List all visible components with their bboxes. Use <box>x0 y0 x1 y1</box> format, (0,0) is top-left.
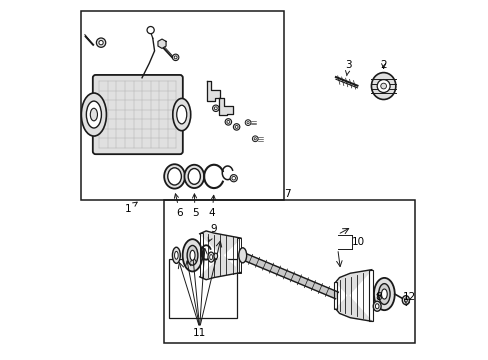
Ellipse shape <box>187 246 198 265</box>
Bar <box>81 12 284 200</box>
Polygon shape <box>158 39 166 48</box>
Text: 6: 6 <box>174 194 183 218</box>
Polygon shape <box>199 231 241 280</box>
Circle shape <box>231 176 235 180</box>
Polygon shape <box>239 252 338 299</box>
Text: 4: 4 <box>208 195 215 218</box>
Text: 7: 7 <box>284 189 290 199</box>
Ellipse shape <box>372 301 380 311</box>
Circle shape <box>254 138 256 140</box>
Bar <box>333 282 337 309</box>
Ellipse shape <box>176 105 186 124</box>
Bar <box>199 233 203 277</box>
Circle shape <box>246 122 249 124</box>
Ellipse shape <box>86 101 101 128</box>
Ellipse shape <box>207 252 214 262</box>
Ellipse shape <box>167 168 181 185</box>
Text: 5: 5 <box>191 194 198 218</box>
Text: 1: 1 <box>124 202 137 214</box>
Text: 12: 12 <box>402 292 415 306</box>
Ellipse shape <box>209 255 212 260</box>
Circle shape <box>212 105 219 112</box>
Circle shape <box>224 119 231 125</box>
Ellipse shape <box>182 239 202 271</box>
Ellipse shape <box>381 289 386 299</box>
Ellipse shape <box>81 93 106 136</box>
Text: 10: 10 <box>351 237 365 247</box>
Polygon shape <box>206 81 220 101</box>
FancyBboxPatch shape <box>93 75 183 154</box>
Ellipse shape <box>90 108 97 121</box>
Bar <box>169 259 237 318</box>
Ellipse shape <box>373 278 394 310</box>
Circle shape <box>172 54 179 60</box>
Text: 8: 8 <box>375 292 382 302</box>
Ellipse shape <box>172 247 180 264</box>
Circle shape <box>235 126 238 129</box>
Bar <box>163 200 414 343</box>
Circle shape <box>252 136 258 141</box>
Text: 11: 11 <box>193 328 206 338</box>
Ellipse shape <box>378 284 389 305</box>
Circle shape <box>147 27 154 34</box>
Circle shape <box>233 124 239 130</box>
Ellipse shape <box>190 250 195 260</box>
Ellipse shape <box>402 296 408 305</box>
Bar <box>368 270 372 321</box>
Ellipse shape <box>184 165 203 188</box>
Text: 9: 9 <box>208 225 217 242</box>
Ellipse shape <box>375 304 378 309</box>
Circle shape <box>376 80 389 93</box>
Circle shape <box>380 83 386 89</box>
Circle shape <box>230 175 237 182</box>
Text: 3: 3 <box>345 60 351 76</box>
Circle shape <box>244 120 250 126</box>
Ellipse shape <box>188 168 200 184</box>
Ellipse shape <box>371 73 395 99</box>
Polygon shape <box>335 270 371 321</box>
Ellipse shape <box>404 298 407 302</box>
Bar <box>237 238 241 273</box>
Ellipse shape <box>172 98 190 131</box>
Circle shape <box>96 38 105 47</box>
Polygon shape <box>219 98 233 116</box>
Text: 2: 2 <box>380 60 386 70</box>
Ellipse shape <box>214 253 217 259</box>
Circle shape <box>226 121 229 123</box>
Circle shape <box>174 56 177 59</box>
Ellipse shape <box>164 164 184 189</box>
Ellipse shape <box>174 251 178 259</box>
Circle shape <box>99 41 103 45</box>
Ellipse shape <box>238 248 246 263</box>
Circle shape <box>214 107 217 110</box>
